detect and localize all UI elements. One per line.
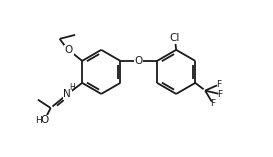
Text: Cl: Cl [170, 33, 180, 43]
Text: F: F [216, 80, 221, 89]
Text: H: H [35, 116, 42, 125]
Text: F: F [218, 90, 223, 99]
Text: H: H [69, 83, 75, 92]
Text: O: O [135, 56, 143, 66]
Text: O: O [65, 45, 73, 55]
Text: F: F [210, 99, 215, 108]
Text: O: O [40, 115, 49, 125]
Text: N: N [63, 89, 71, 99]
